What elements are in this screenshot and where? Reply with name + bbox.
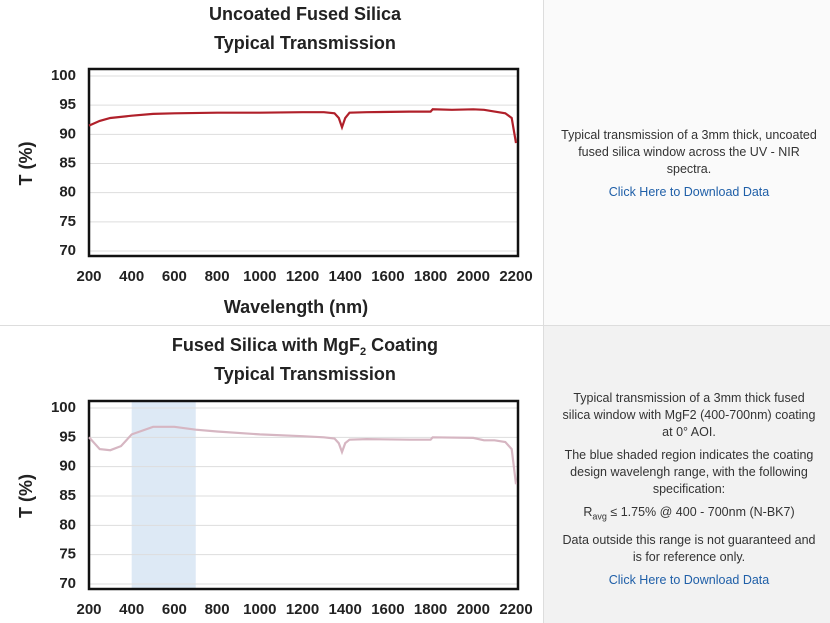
side-panel: Typical transmission of a 3mm thick fuse… [543, 326, 830, 623]
y-tick-label: 85 [59, 154, 76, 171]
y-tick-label: 75 [59, 546, 76, 563]
x-tick-label: 1800 [414, 268, 447, 285]
x-tick-label: 1600 [371, 268, 404, 285]
data-line [88, 425, 518, 485]
x-tick-label: 1000 [243, 268, 276, 285]
y-axis-label: T (%) [16, 142, 36, 186]
title-sub: 2 [360, 346, 366, 358]
divider [0, 325, 543, 326]
x-tick-label: 2000 [457, 268, 490, 285]
plot-frame [87, 67, 520, 258]
side-panel: Typical transmission of a 3mm thick, unc… [543, 0, 830, 326]
data-line [88, 108, 518, 144]
x-tick-label: 1200 [286, 601, 319, 618]
x-tick-label: 600 [162, 268, 187, 285]
y-tick-label: 100 [51, 399, 76, 416]
y-tick-label: 75 [59, 213, 76, 230]
x-axis-label: Wavelength (nm) [224, 297, 368, 317]
charts: Uncoated Fused Silica Typical Transmissio… [16, 4, 533, 618]
description: Typical transmission of a 3mm thick, unc… [558, 127, 820, 201]
y-tick-label: 70 [59, 575, 76, 592]
paragraph: Typical transmission of a 3mm thick, unc… [561, 128, 817, 176]
plot-frame [87, 399, 520, 591]
chart-title: Fused Silica with MgF2 Coating [172, 335, 438, 358]
y-tick-label: 85 [59, 487, 76, 504]
note: Data outside this range is not guarantee… [562, 532, 816, 564]
y-axis-label: T (%) [16, 474, 36, 518]
title-part: Fused Silica with MgF [172, 335, 360, 355]
x-tick-label: 2200 [499, 601, 532, 618]
y-tick-label: 95 [59, 428, 76, 445]
x-tick-label: 1400 [329, 268, 362, 285]
y-tick-label: 80 [59, 184, 76, 201]
chart-title: Typical Transmission [214, 33, 396, 53]
download-link[interactable]: Click Here to Download Data [608, 185, 770, 199]
y-tick-label: 80 [59, 516, 76, 533]
x-tick-label: 1400 [329, 601, 362, 618]
y-tick-label: 90 [59, 125, 76, 142]
x-tick-label: 200 [76, 268, 101, 285]
x-tick-label: 2000 [457, 601, 490, 618]
chart-title: Typical Transmission [214, 364, 396, 384]
paragraph: The blue shaded region indicates the coa… [564, 448, 814, 496]
x-tick-label: 800 [205, 268, 230, 285]
x-tick-label: 1800 [414, 601, 447, 618]
x-tick-label: 200 [76, 601, 101, 618]
chart-title: Uncoated Fused Silica [209, 4, 402, 24]
x-tick-label: 400 [119, 601, 144, 618]
y-tick-label: 95 [59, 96, 76, 113]
download-link[interactable]: Click Here to Download Data [608, 572, 770, 587]
spec-sub: avg [592, 511, 607, 522]
x-tick-label: 800 [205, 601, 230, 618]
x-tick-label: 2200 [499, 268, 532, 285]
y-tick-label: 70 [59, 242, 76, 259]
x-tick-label: 1600 [371, 601, 404, 618]
spec-text: ≤ 1.75% @ 400 - 700nm (N-BK7) [606, 505, 795, 519]
spec: Ravg ≤ 1.75% @ 400 - 700nm (N-BK7) [558, 504, 820, 526]
y-tick-label: 100 [51, 67, 76, 84]
x-tick-label: 1200 [286, 268, 319, 285]
paragraph: Typical transmission of a 3mm thick fuse… [562, 391, 816, 439]
x-tick-label: 1000 [243, 601, 276, 618]
y-tick-label: 90 [59, 458, 76, 475]
description: Typical transmission of a 3mm thick fuse… [558, 390, 820, 589]
x-tick-label: 600 [162, 601, 187, 618]
title-part: Coating [366, 335, 438, 355]
spec-symbol: R [583, 505, 593, 519]
x-tick-label: 400 [119, 268, 144, 285]
